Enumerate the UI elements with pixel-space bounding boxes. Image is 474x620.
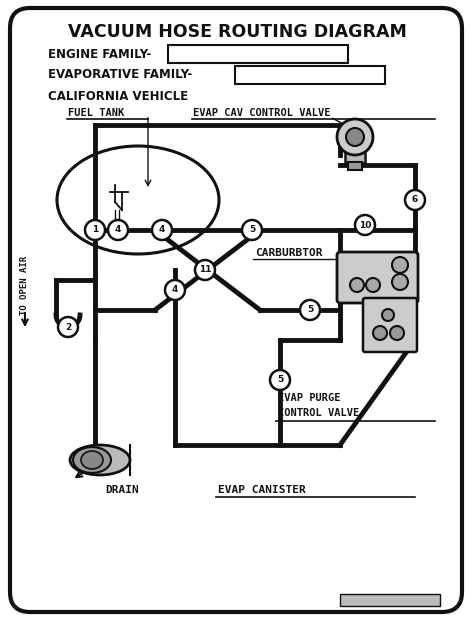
Text: 5: 5 (307, 306, 313, 314)
Circle shape (300, 300, 320, 320)
FancyBboxPatch shape (363, 298, 417, 352)
Text: CALIFORNIA VEHICLE: CALIFORNIA VEHICLE (48, 89, 188, 102)
FancyBboxPatch shape (348, 162, 362, 170)
Circle shape (165, 280, 185, 300)
FancyBboxPatch shape (340, 594, 440, 606)
FancyBboxPatch shape (168, 45, 348, 63)
Circle shape (242, 220, 262, 240)
Text: EVAP CAV CONTROL VALVE: EVAP CAV CONTROL VALVE (193, 108, 330, 118)
Circle shape (366, 278, 380, 292)
Circle shape (152, 220, 172, 240)
Ellipse shape (70, 445, 130, 475)
Circle shape (373, 326, 387, 340)
Text: TO OPEN AIR: TO OPEN AIR (20, 255, 29, 314)
Circle shape (58, 317, 78, 337)
Text: 5: 5 (277, 376, 283, 384)
Circle shape (270, 370, 290, 390)
Text: EVAP PURGE: EVAP PURGE (278, 393, 340, 403)
Text: CONTROL VALVE: CONTROL VALVE (278, 408, 359, 418)
Circle shape (392, 257, 408, 273)
Circle shape (390, 326, 404, 340)
Circle shape (382, 309, 394, 321)
Circle shape (350, 278, 364, 292)
Circle shape (346, 128, 364, 146)
Ellipse shape (73, 447, 111, 473)
Text: EVAP CANISTER: EVAP CANISTER (218, 485, 306, 495)
Text: FUEL TANK: FUEL TANK (68, 108, 124, 118)
Text: 10: 10 (359, 221, 371, 229)
Ellipse shape (81, 451, 103, 469)
Text: 1: 1 (92, 226, 98, 234)
Circle shape (85, 220, 105, 240)
Text: 4: 4 (115, 226, 121, 234)
Circle shape (405, 190, 425, 210)
Text: 4: 4 (172, 285, 178, 294)
Text: 6: 6 (412, 195, 418, 205)
Circle shape (355, 215, 375, 235)
Circle shape (337, 119, 373, 155)
Text: 11: 11 (199, 265, 211, 275)
FancyBboxPatch shape (337, 252, 418, 303)
Text: 4: 4 (159, 226, 165, 234)
FancyBboxPatch shape (235, 66, 385, 84)
Circle shape (392, 274, 408, 290)
FancyBboxPatch shape (10, 8, 462, 612)
Text: ENGINE FAMILY-: ENGINE FAMILY- (48, 48, 151, 61)
Text: EVAPORATIVE FAMILY-: EVAPORATIVE FAMILY- (48, 68, 192, 81)
Ellipse shape (57, 146, 219, 254)
Text: 5: 5 (249, 226, 255, 234)
Text: DRAIN: DRAIN (105, 485, 139, 495)
Text: VACUUM HOSE ROUTING DIAGRAM: VACUUM HOSE ROUTING DIAGRAM (68, 23, 406, 41)
Circle shape (108, 220, 128, 240)
Text: 2: 2 (65, 322, 71, 332)
FancyBboxPatch shape (345, 137, 365, 163)
Text: CARBURBTOR: CARBURBTOR (255, 248, 322, 258)
Circle shape (195, 260, 215, 280)
